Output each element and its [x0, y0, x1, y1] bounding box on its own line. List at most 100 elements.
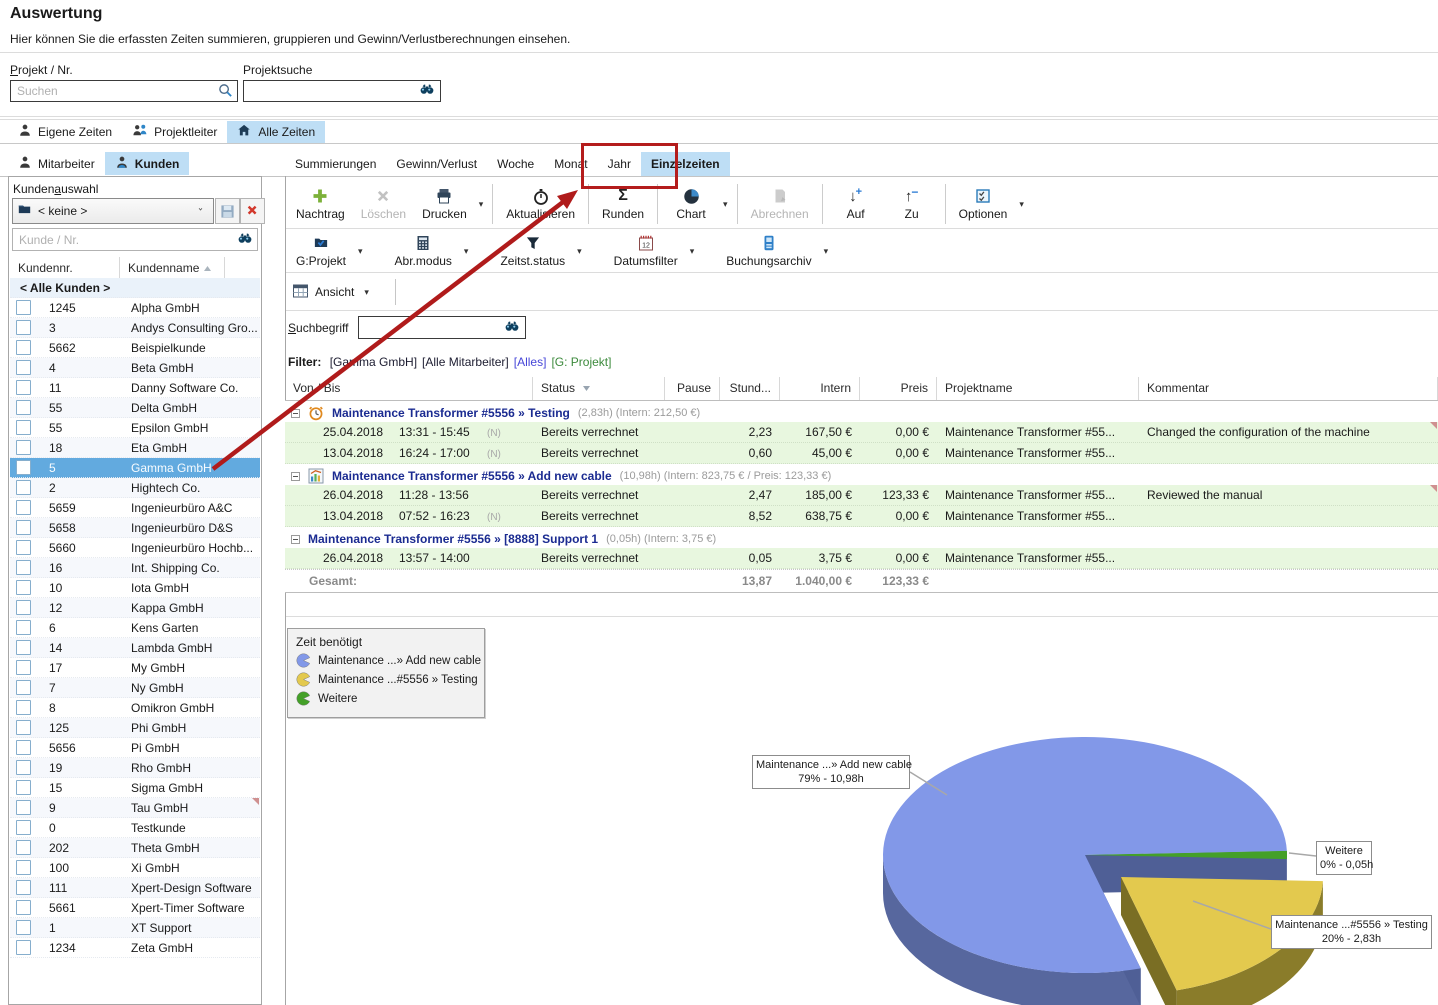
tree-collapse-toggle[interactable]	[291, 471, 300, 481]
customer-row[interactable]: 0 Testkunde	[10, 818, 260, 838]
row-checkbox[interactable]	[16, 660, 31, 675]
tab-mitarbeiter[interactable]: Mitarbeiter	[8, 152, 105, 175]
col-kundenname[interactable]: Kundenname	[120, 257, 225, 278]
runden-button[interactable]: Σ Runden	[594, 185, 652, 223]
row-checkbox[interactable]	[16, 400, 31, 415]
row-checkbox[interactable]	[16, 380, 31, 395]
customer-row[interactable]: 10 Iota GmbH	[10, 578, 260, 598]
tab-jahr[interactable]: Jahr	[598, 152, 641, 176]
dropdown-arrow-icon[interactable]: ▾	[823, 245, 829, 256]
row-checkbox[interactable]	[16, 600, 31, 615]
tab-eigene-zeiten[interactable]: Eigene Zeiten	[8, 121, 122, 143]
time-entry-row[interactable]: 25.04.2018 13:31 - 15:45 (N) Bereits verrec…	[285, 422, 1438, 443]
dropdown-arrow-icon[interactable]: ▾	[1019, 198, 1024, 209]
dropdown-arrow-icon[interactable]: ▾	[463, 245, 469, 256]
row-checkbox[interactable]	[16, 580, 31, 595]
nachtrag-button[interactable]: Nachtrag	[288, 185, 353, 223]
abr-modus-button[interactable]: Abr.modus	[387, 232, 460, 270]
customer-row[interactable]: 9 Tau GmbH	[10, 798, 260, 818]
row-checkbox[interactable]	[16, 780, 31, 795]
row-checkbox[interactable]	[16, 720, 31, 735]
datumsfilter-button[interactable]: 12 Datumsfilter	[606, 232, 686, 270]
col-preis[interactable]: Preis	[860, 377, 937, 400]
customer-row[interactable]: 55 Epsilon GmbH	[10, 418, 260, 438]
save-selection-button[interactable]	[215, 198, 240, 224]
customer-row[interactable]: 4 Beta GmbH	[10, 358, 260, 378]
project-nr-input[interactable]	[10, 80, 238, 102]
row-checkbox[interactable]	[16, 460, 31, 475]
customer-row[interactable]: 14 Lambda GmbH	[10, 638, 260, 658]
row-checkbox[interactable]	[16, 500, 31, 515]
col-kundennr[interactable]: Kundennr.	[10, 257, 120, 278]
row-checkbox[interactable]	[16, 340, 31, 355]
group-header-row[interactable]: Maintenance Transformer #5556 » Testing (…	[285, 401, 1438, 422]
row-checkbox[interactable]	[16, 560, 31, 575]
clear-selection-button[interactable]	[240, 198, 265, 224]
customer-row[interactable]: 5659 Ingenieurbüro A&C	[10, 498, 260, 518]
tab-summierungen[interactable]: Summierungen	[285, 152, 386, 176]
optionen-button[interactable]: Optionen	[951, 185, 1016, 223]
row-checkbox[interactable]	[16, 840, 31, 855]
customer-row[interactable]: 7 Ny GmbH	[10, 678, 260, 698]
row-checkbox[interactable]	[16, 640, 31, 655]
tab-woche[interactable]: Woche	[487, 152, 544, 176]
row-checkbox[interactable]	[16, 360, 31, 375]
customer-row[interactable]: 5658 Ingenieurbüro D&S	[10, 518, 260, 538]
row-checkbox[interactable]	[16, 900, 31, 915]
time-entry-row[interactable]: 26.04.2018 11:28 - 13:56 Bereits verrechne…	[285, 485, 1438, 506]
customer-row[interactable]: 12 Kappa GmbH	[10, 598, 260, 618]
tab-einzelzeiten[interactable]: Einzelzeiten	[640, 152, 730, 176]
time-entry-row[interactable]: 13.04.2018 16:24 - 17:00 (N) Bereits verrec…	[285, 443, 1438, 464]
project-search-input[interactable]	[243, 80, 441, 102]
dropdown-arrow-icon[interactable]: ▾	[478, 198, 484, 209]
customer-row[interactable]: 3 Andys Consulting Gro...	[10, 318, 260, 338]
g-projekt-button[interactable]: G:Projekt	[288, 232, 354, 270]
customer-row[interactable]: 111 Xpert-Design Software	[10, 878, 260, 898]
dropdown-arrow-icon[interactable]: ▾	[577, 245, 582, 256]
row-checkbox[interactable]	[16, 520, 31, 535]
tab-alle-zeiten[interactable]: Alle Zeiten	[227, 121, 326, 143]
row-checkbox[interactable]	[16, 440, 31, 455]
col-status[interactable]: Status	[533, 377, 665, 400]
row-checkbox[interactable]	[16, 320, 31, 335]
row-checkbox[interactable]	[16, 860, 31, 875]
customer-row[interactable]: 202 Theta GmbH	[10, 838, 260, 858]
row-checkbox[interactable]	[16, 820, 31, 835]
row-checkbox[interactable]	[16, 300, 31, 315]
dropdown-arrow-icon[interactable]: ▾	[689, 245, 695, 256]
time-entry-row[interactable]: 26.04.2018 13:57 - 14:00 Bereits verrechne…	[285, 548, 1438, 569]
time-entry-row[interactable]: 13.04.2018 07:52 - 16:23 (N) Bereits verrec…	[285, 506, 1438, 527]
customer-row[interactable]: 5 Gamma GmbH	[10, 458, 260, 478]
tab-projektleiter[interactable]: Projektleiter	[122, 121, 227, 143]
row-checkbox[interactable]	[16, 480, 31, 495]
customer-row[interactable]: 5656 Pi GmbH	[10, 738, 260, 758]
row-checkbox[interactable]	[16, 540, 31, 555]
row-checkbox[interactable]	[16, 680, 31, 695]
customer-row[interactable]: 100 Xi GmbH	[10, 858, 260, 878]
tab-kunden[interactable]: Kunden	[104, 152, 190, 175]
customer-filter-dropdown[interactable]: < keine >	[12, 198, 214, 224]
ansicht-button[interactable]: Ansicht ▾	[292, 278, 373, 306]
col-projektname[interactable]: Projektname	[937, 377, 1139, 400]
col-pause[interactable]: Pause	[665, 377, 720, 400]
row-checkbox[interactable]	[16, 800, 31, 815]
customer-row[interactable]: 6 Kens Garten	[10, 618, 260, 638]
row-checkbox[interactable]	[16, 740, 31, 755]
zu-button[interactable]: ↑ − Zu	[884, 185, 940, 223]
row-checkbox[interactable]	[16, 700, 31, 715]
customer-row[interactable]: 19 Rho GmbH	[10, 758, 260, 778]
tab-gewinn-verlust[interactable]: Gewinn/Verlust	[386, 152, 487, 176]
zeitst-status-button[interactable]: Zeitst.status	[492, 232, 573, 270]
customer-row[interactable]: 17 My GmbH	[10, 658, 260, 678]
group-header-row[interactable]: Maintenance Transformer #5556 » Add new …	[285, 464, 1438, 485]
customer-row[interactable]: 16 Int. Shipping Co.	[10, 558, 260, 578]
customer-row[interactable]: 15 Sigma GmbH	[10, 778, 260, 798]
buchungsarchiv-button[interactable]: Buchungsarchiv	[718, 232, 819, 270]
row-checkbox[interactable]	[16, 420, 31, 435]
row-checkbox[interactable]	[16, 760, 31, 775]
customer-row[interactable]: 55 Delta GmbH	[10, 398, 260, 418]
tree-collapse-toggle[interactable]	[291, 408, 300, 418]
customer-row[interactable]: 1 XT Support	[10, 918, 260, 938]
auf-button[interactable]: ↓ + Auf	[828, 185, 884, 223]
row-checkbox[interactable]	[16, 880, 31, 895]
